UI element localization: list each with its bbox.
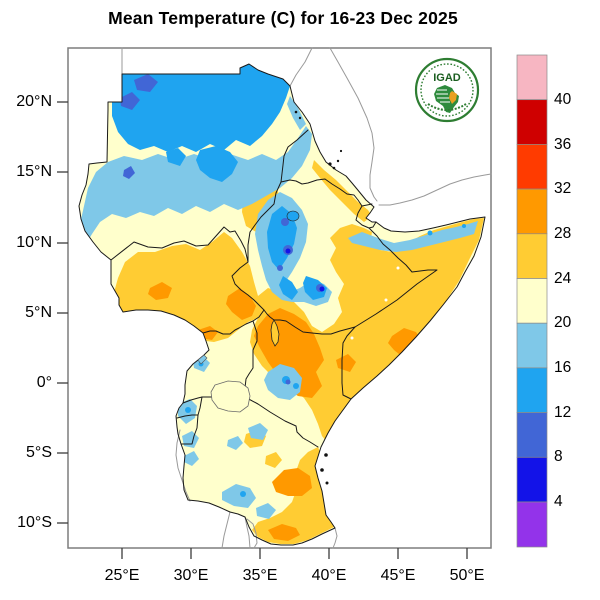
y-tick-label-0: 0° [36, 374, 52, 391]
colorbar-seg-royalblue [516, 412, 548, 458]
y-tick-label-5s: 5°S [26, 444, 52, 461]
y-tick-label-10n: 10°N [16, 234, 52, 251]
y-tick-label-5n: 5°N [25, 304, 52, 321]
colorbar-seg-sky [516, 322, 548, 369]
colorbar-label-8: 8 [554, 448, 563, 465]
lake-turkana [270, 319, 280, 347]
band-12-16 [112, 64, 466, 497]
colorbar-label-12: 12 [554, 404, 572, 421]
context-borders [121, 47, 492, 549]
colorbar-label-28: 28 [554, 225, 572, 242]
colorbar-seg-brightblue [516, 367, 548, 413]
axis-ticks [57, 101, 468, 559]
lake-tana [286, 210, 300, 222]
island-dots [294, 110, 343, 485]
colorbar-label-4: 4 [554, 493, 563, 510]
colorbar-label-16: 16 [554, 359, 572, 376]
x-tick-label-30e: 30°E [173, 567, 209, 584]
colorbar-seg-darkred [516, 99, 548, 145]
igad-logo-text: IGAD [433, 72, 461, 84]
colorbar-seg-pink [516, 54, 548, 101]
x-tick-label-35e: 35°E [242, 567, 278, 584]
colorbar-label-24: 24 [554, 270, 572, 287]
x-tick-label-50e: 50°E [449, 567, 485, 584]
colorbar-seg-deepblue [516, 456, 548, 503]
igad-logo: IGAD [414, 57, 480, 123]
x-tick-label-45e: 45°E [380, 567, 416, 584]
colorbar-seg-orange [516, 188, 548, 235]
colorbar-label-36: 36 [554, 136, 572, 153]
no-data-specks [350, 266, 400, 340]
colorbar-seg-gold [516, 233, 548, 279]
y-tick-label-15n: 15°N [16, 163, 52, 180]
colorbar-label-32: 32 [554, 180, 572, 197]
band-4-8 [285, 248, 325, 292]
band-8-12 [120, 74, 324, 385]
colorbar [516, 54, 548, 548]
colorbar-seg-purple [516, 501, 548, 548]
region-outline [78, 63, 486, 546]
colorbar-seg-paleyellow [516, 278, 548, 324]
colorbar-label-20: 20 [554, 314, 572, 331]
colorbar-label-40: 40 [554, 91, 572, 108]
colorbar-seg-redorange [516, 144, 548, 190]
lake-albert [197, 354, 208, 365]
figure-title: Mean Temperature (C) for 16-23 Dec 2025 [108, 8, 458, 28]
lake-victoria [210, 380, 251, 413]
country-borders [110, 129, 438, 448]
x-tick-label-40e: 40°E [311, 567, 347, 584]
x-tick-label-25e: 25°E [104, 567, 140, 584]
y-tick-label-20n: 20°N [16, 93, 52, 110]
y-tick-label-10s: 10°S [17, 514, 52, 531]
